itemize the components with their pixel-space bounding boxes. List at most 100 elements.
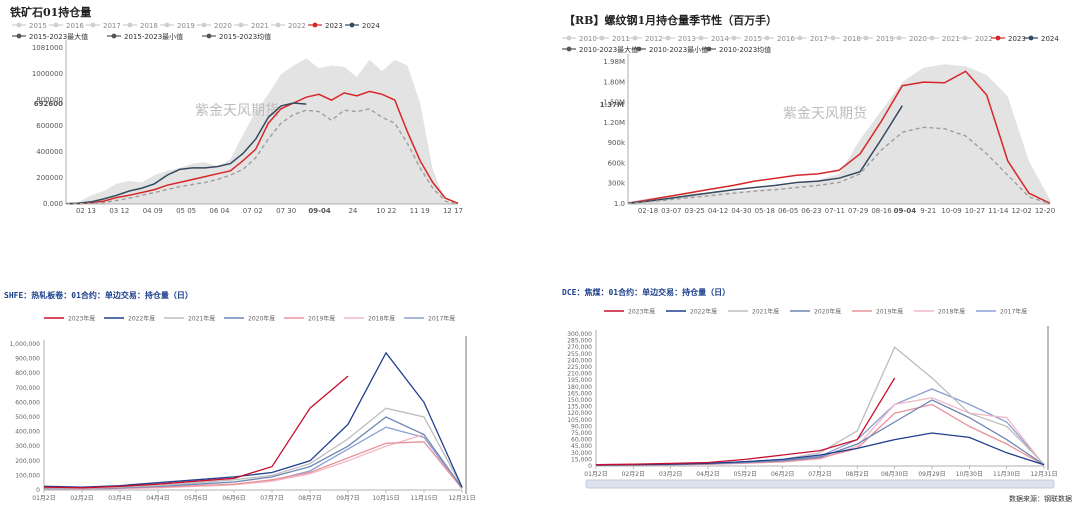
legend-marker: [201, 22, 207, 28]
series-line-2023: [627, 70, 1051, 205]
legend-marker: [929, 35, 935, 41]
x-tick-label: 05月2日: [734, 471, 757, 478]
legend-label: 2015-2023最小值: [124, 32, 183, 41]
y-tick-label: 75,000: [571, 430, 592, 437]
x-tick-label: 04-30: [731, 207, 751, 215]
chart-title: SHFE：热轧板卷：01合约：单边交易：持仓量（日）: [4, 290, 193, 300]
x-tick-label: 12 17: [443, 207, 463, 215]
x-tick-label: 07 02: [243, 207, 263, 215]
legend-label: 2020: [214, 22, 232, 30]
legend-marker: [863, 35, 869, 41]
legend-label: 2015: [744, 35, 762, 43]
x-tick-label: 02 13: [76, 207, 96, 215]
legend-marker: [349, 22, 355, 28]
x-tick-label: 04 09: [143, 207, 163, 215]
legend-label: 2016: [777, 35, 795, 43]
y-tick-label: 300k: [608, 180, 626, 188]
legend-label: 2017年度: [428, 315, 455, 323]
legend-marker: [764, 35, 770, 41]
legend-marker: [275, 22, 281, 28]
legend-label: 2015-2023最大值: [29, 32, 88, 41]
legend-marker: [636, 46, 642, 52]
x-tick-label: 03月2日: [659, 471, 682, 478]
legend-label: 2024: [362, 22, 380, 30]
y-tick-label: 180,000: [567, 384, 592, 391]
x-tick-label: 12月31日: [448, 495, 475, 502]
y-tick-label: 0.000: [43, 200, 63, 208]
x-tick-label: 01月2日: [32, 495, 55, 502]
y-tick-label: 500,000: [15, 414, 40, 421]
x-tick-label: 06月6日: [222, 495, 245, 502]
y-tick-label: 105,000: [567, 417, 592, 424]
y-tick-label: 800,000: [15, 370, 40, 377]
legend-label: 2022: [288, 22, 306, 30]
y-tick-label: 200,000: [15, 458, 40, 465]
legend-marker: [698, 35, 704, 41]
legend-label: 2022: [975, 35, 993, 43]
y-tick-label: 135,000: [567, 404, 592, 411]
legend-label: 2015: [29, 22, 47, 30]
legend-label: 2021: [942, 35, 960, 43]
y-tick-label: 1,000,000: [9, 341, 40, 348]
legend-marker: [599, 35, 605, 41]
legend-label: 2014: [711, 35, 729, 43]
y-tick-label: 120,000: [567, 410, 592, 417]
series-line-2021年度: [595, 346, 1045, 466]
legend-label: 2024: [1041, 35, 1059, 43]
x-tick-label: 06 04: [209, 207, 230, 215]
legend-marker: [706, 46, 712, 52]
legend-label: 2011: [612, 35, 630, 43]
y-tick-label: 60,000: [571, 437, 592, 444]
x-tick-label: 03-07: [661, 207, 681, 215]
legend-marker: [665, 35, 671, 41]
x-tick-label: 24: [348, 207, 357, 215]
source-footer: 数据来源：钢联数据: [1009, 494, 1072, 503]
y-tick-label: 1000000: [32, 70, 63, 78]
legend-marker: [896, 35, 902, 41]
series-line-2023: [65, 90, 459, 205]
legend-marker: [632, 35, 638, 41]
current-value-label: 692600: [34, 100, 63, 108]
y-tick-label: 400000: [36, 148, 63, 156]
legend-marker: [830, 35, 836, 41]
legend-label: 2019年度: [308, 315, 335, 323]
x-tick-label: 10-09: [941, 207, 961, 215]
y-tick-label: 45,000: [571, 443, 592, 450]
legend-label: 2019年度: [876, 308, 903, 316]
y-tick-label: 300,000: [567, 331, 592, 338]
legend-label: 2023年度: [628, 308, 655, 316]
x-tick-label: 09月7日: [336, 495, 359, 502]
watermark: 紫金天风期货: [195, 102, 279, 119]
iron-ore-chart: 铁矿石01持仓量 2015 2016 2017 2018 2019 2020 2021 2022…: [10, 5, 463, 215]
x-tick-label: 04-12: [708, 207, 728, 215]
x-tick-label: 03-25: [685, 207, 705, 215]
legend-marker: [16, 33, 22, 39]
x-tick-label: 10-27: [965, 207, 985, 215]
legend-label: 2020年度: [248, 315, 275, 323]
x-tick-label: 07月2日: [808, 471, 831, 478]
y-tick-label: 1.20M: [603, 119, 625, 127]
x-tick-label: 02月2日: [622, 471, 645, 478]
x-tick-label: 04月2日: [696, 471, 719, 478]
series-line-2015-2023均值: [65, 108, 459, 205]
legend-marker: [164, 22, 170, 28]
y-tick-label: 0: [588, 463, 592, 470]
legend-label: 2019: [876, 35, 894, 43]
x-tick-label: 08月2日: [846, 471, 869, 478]
x-tick-label: 9-21: [920, 207, 936, 215]
y-tick-label: 200000: [36, 174, 63, 182]
y-tick-label: 1081000: [32, 44, 63, 52]
legend-label: 2018年度: [938, 308, 965, 316]
legend-label: 2010-2023均值: [719, 45, 771, 54]
x-tick-label: 12-20: [1035, 207, 1055, 215]
legend-marker: [111, 33, 117, 39]
legend-label: 2022年度: [128, 315, 155, 323]
series-line-2023年度: [43, 375, 349, 489]
x-tick-label: 10月15日: [372, 495, 399, 502]
x-tick-label: 05月6日: [184, 495, 207, 502]
y-tick-label: 600k: [608, 159, 626, 167]
hot-rolled-chart: SHFE：热轧板卷：01合约：单边交易：持仓量（日） 2023年度 2022年度 20…: [4, 290, 476, 502]
legend-label: 2017: [810, 35, 828, 43]
y-tick-label: 15,000: [571, 456, 592, 463]
y-tick-label: 270,000: [567, 344, 592, 351]
